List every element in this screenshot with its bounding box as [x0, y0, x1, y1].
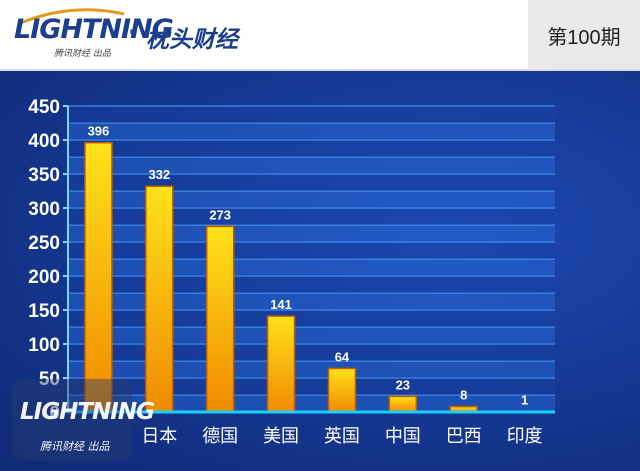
- data-label: 273: [209, 207, 231, 222]
- chart-area: 0 50 100 150 200 250 300 350 400 450 396 332 日本 273 德…: [0, 71, 640, 471]
- category-label: 日本: [141, 426, 177, 447]
- watermark-logo: LIGHTNING: [20, 399, 155, 425]
- y-tick-label: 100: [28, 335, 60, 356]
- data-label: 8: [460, 388, 467, 403]
- bar: [205, 225, 235, 413]
- category-label: 英国: [324, 426, 360, 447]
- grid-band: [68, 208, 555, 225]
- grid-band: [68, 361, 555, 378]
- grid-band: [68, 242, 555, 259]
- data-label: 332: [148, 167, 170, 182]
- watermark-subtext: 腾讯财经 出品: [40, 440, 110, 453]
- grid-band: [68, 310, 555, 327]
- header: LIGHTNING 腾讯财经 出品 · 枕头财经 第100期: [0, 0, 640, 71]
- watermark-badge: [12, 379, 132, 461]
- category-label: 德国: [202, 426, 238, 447]
- grid-band: [68, 123, 555, 140]
- category-label: 印度: [507, 426, 543, 447]
- bar: [327, 367, 357, 413]
- logo-subtext: 腾讯财经 出品: [54, 49, 111, 59]
- data-label: 23: [396, 377, 410, 392]
- grid-band: [68, 276, 555, 293]
- grid-band: [68, 140, 555, 157]
- grid-band: [68, 344, 555, 361]
- issue-number: 第100期: [528, 0, 640, 70]
- y-tick-label: 400: [28, 131, 60, 152]
- bar: [388, 395, 418, 413]
- grid-band: [68, 293, 555, 310]
- grid-band: [68, 259, 555, 276]
- lightning-swoosh-icon: [17, 8, 125, 26]
- data-label: 141: [270, 297, 292, 312]
- category-label: 美国: [263, 426, 299, 447]
- grid-band: [68, 157, 555, 174]
- grid-band: [68, 174, 555, 191]
- y-tick-label: 200: [28, 267, 60, 288]
- y-tick-label: 300: [28, 199, 60, 220]
- y-tick-label: 50: [39, 369, 60, 390]
- grid-band: [68, 225, 555, 242]
- data-label: 64: [335, 349, 350, 364]
- y-tick-label: 0: [49, 403, 60, 424]
- y-tick-label: 150: [28, 301, 60, 322]
- category-label: 巴西: [446, 426, 482, 447]
- lightning-logo: LIGHTNING: [14, 14, 174, 45]
- category-label: 中国: [385, 426, 421, 447]
- column-name: 枕头财经: [146, 27, 238, 53]
- grid-band: [68, 191, 555, 208]
- grid-band: [68, 395, 555, 412]
- y-tick-label: 450: [28, 97, 60, 118]
- bar-chart: 0 50 100 150 200 250 300 350 400 450 396 332 日本 273 德…: [28, 97, 555, 447]
- bar: [266, 315, 296, 413]
- bar: [145, 185, 174, 413]
- title-separator: ·: [128, 18, 138, 46]
- grid-band: [68, 327, 555, 344]
- bar: [84, 141, 113, 413]
- grid-band: [68, 378, 555, 395]
- header-divider: [0, 69, 640, 71]
- data-label: 1: [521, 392, 528, 407]
- data-label: 396: [88, 124, 110, 139]
- y-tick-label: 350: [28, 165, 60, 186]
- grid-band: [68, 106, 555, 123]
- y-tick-label: 250: [28, 233, 60, 254]
